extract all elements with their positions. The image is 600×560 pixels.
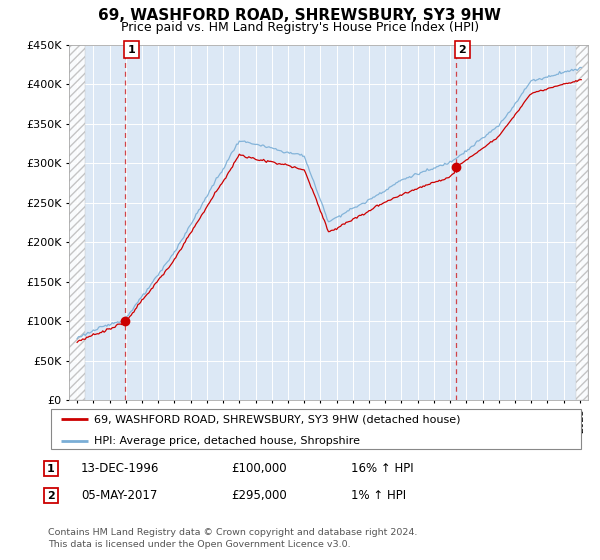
- Text: This data is licensed under the Open Government Licence v3.0.: This data is licensed under the Open Gov…: [48, 540, 350, 549]
- Text: 1% ↑ HPI: 1% ↑ HPI: [351, 489, 406, 502]
- Bar: [576, 45, 588, 400]
- Text: 2: 2: [47, 491, 55, 501]
- Text: 1: 1: [128, 45, 135, 55]
- Bar: [69, 45, 85, 400]
- Text: HPI: Average price, detached house, Shropshire: HPI: Average price, detached house, Shro…: [94, 436, 359, 446]
- Text: 69, WASHFORD ROAD, SHREWSBURY, SY3 9HW: 69, WASHFORD ROAD, SHREWSBURY, SY3 9HW: [98, 8, 502, 24]
- FancyBboxPatch shape: [50, 409, 581, 449]
- Text: £295,000: £295,000: [231, 489, 287, 502]
- Text: 05-MAY-2017: 05-MAY-2017: [81, 489, 157, 502]
- Text: 1: 1: [47, 464, 55, 474]
- Text: Price paid vs. HM Land Registry's House Price Index (HPI): Price paid vs. HM Land Registry's House …: [121, 21, 479, 34]
- Text: 2: 2: [458, 45, 466, 55]
- Text: £100,000: £100,000: [231, 462, 287, 475]
- Text: 69, WASHFORD ROAD, SHREWSBURY, SY3 9HW (detached house): 69, WASHFORD ROAD, SHREWSBURY, SY3 9HW (…: [94, 414, 460, 424]
- Text: 13-DEC-1996: 13-DEC-1996: [81, 462, 160, 475]
- Text: 16% ↑ HPI: 16% ↑ HPI: [351, 462, 413, 475]
- Text: Contains HM Land Registry data © Crown copyright and database right 2024.: Contains HM Land Registry data © Crown c…: [48, 528, 418, 536]
